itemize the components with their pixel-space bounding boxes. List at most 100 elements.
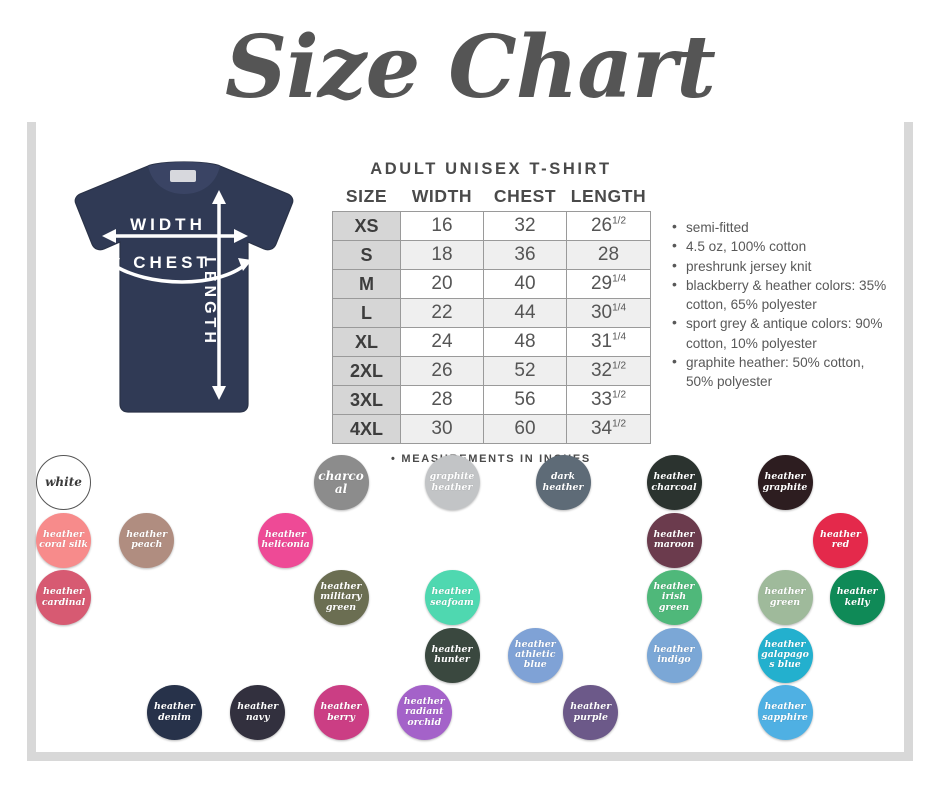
color-swatch[interactable]: heather denim bbox=[147, 685, 202, 740]
length-fraction: 1/4 bbox=[612, 331, 627, 343]
color-swatch[interactable]: heather sapphire bbox=[757, 685, 813, 740]
length-fraction: 1/2 bbox=[612, 215, 627, 227]
cell-size: 3XL bbox=[332, 385, 401, 415]
length-fraction: 1/2 bbox=[612, 389, 627, 401]
color-swatch[interactable]: heather athletic blue bbox=[507, 627, 563, 683]
cell-size: XS bbox=[332, 211, 401, 241]
cell-chest: 40 bbox=[483, 269, 567, 299]
swatch-label: heather heliconia bbox=[261, 528, 310, 550]
cell-width: 30 bbox=[400, 414, 484, 444]
cell-width: 22 bbox=[400, 298, 484, 328]
cell-length: 261/2 bbox=[566, 211, 651, 241]
color-swatch[interactable]: charcoal bbox=[313, 455, 369, 510]
swatch-label: heather maroon bbox=[653, 528, 695, 550]
tshirt-svg: WIDTH CHEST LENGTH bbox=[74, 161, 294, 413]
color-swatch[interactable]: heather berry bbox=[313, 685, 369, 740]
cell-width: 26 bbox=[400, 356, 484, 386]
cell-size: 4XL bbox=[332, 414, 401, 444]
size-table-block: ADULT UNISEX T-SHIRT SIZE WIDTH CHEST LE… bbox=[332, 160, 651, 465]
color-swatch[interactable]: white bbox=[36, 455, 91, 510]
table-row: 4XL 30 60 341/2 bbox=[332, 414, 651, 444]
swatch-label: graphite heather bbox=[429, 471, 475, 493]
swatch-label: heather military green bbox=[320, 581, 362, 613]
table-row: XS 16 32 261/2 bbox=[332, 211, 651, 241]
color-swatch[interactable]: heather green bbox=[757, 570, 813, 625]
color-swatch[interactable]: heather radiant orchid bbox=[396, 685, 452, 740]
cell-length: 341/2 bbox=[566, 414, 651, 444]
cell-size: 2XL bbox=[332, 356, 401, 386]
spec-list-item: 4.5 oz, 100% cotton bbox=[672, 236, 892, 256]
cell-chest: 36 bbox=[483, 240, 567, 270]
color-swatch[interactable]: heather graphite bbox=[757, 455, 813, 510]
color-swatch[interactable]: heather hunter bbox=[424, 627, 480, 683]
swatch-label: heather indigo bbox=[653, 643, 695, 665]
swatch-label: heather kelly bbox=[836, 586, 878, 608]
color-swatch[interactable]: heather purple bbox=[563, 685, 619, 740]
swatch-label: heather irish green bbox=[653, 581, 695, 613]
table-row: 2XL 26 52 321/2 bbox=[332, 356, 651, 386]
color-swatch[interactable]: heather heliconia bbox=[258, 512, 313, 568]
spec-list-item: blackberry & heather colors: 35% cotton,… bbox=[672, 275, 892, 315]
color-swatch[interactable]: heather peach bbox=[119, 512, 175, 568]
length-fraction: 1/4 bbox=[612, 273, 627, 285]
cell-length: 291/4 bbox=[566, 269, 651, 299]
color-swatch[interactable]: heather maroon bbox=[646, 512, 702, 568]
color-swatch[interactable]: heather cardinal bbox=[36, 570, 91, 625]
table-row: S 18 36 28 bbox=[332, 240, 651, 270]
color-swatch[interactable]: heather galapagos blue bbox=[757, 627, 813, 683]
swatch-label: heather cardinal bbox=[41, 586, 86, 608]
swatch-label: charcoal bbox=[318, 468, 364, 496]
cell-chest: 32 bbox=[483, 211, 567, 241]
length-fraction: 1/4 bbox=[612, 302, 627, 314]
tshirt-chest-label: CHEST bbox=[133, 253, 211, 272]
spec-list-items: semi-fitted4.5 oz, 100% cottonpreshrunk … bbox=[672, 217, 892, 392]
column-header-length: LENGTH bbox=[570, 186, 647, 206]
swatch-label: heather hunter bbox=[431, 643, 473, 665]
length-fraction: 1/2 bbox=[612, 360, 627, 372]
color-swatch[interactable]: heather kelly bbox=[829, 570, 885, 625]
tshirt-width-label: WIDTH bbox=[130, 215, 206, 234]
swatch-label: heather seafoam bbox=[430, 586, 474, 608]
column-header-width: WIDTH bbox=[411, 186, 473, 206]
swatch-label: heather denim bbox=[154, 701, 195, 723]
spec-list-item: preshrunk jersey knit bbox=[672, 256, 892, 276]
cell-size: XL bbox=[332, 327, 401, 357]
swatch-label: heather charcoal bbox=[651, 471, 697, 493]
size-table-body: XS 16 32 261/2 S 18 36 28 M 20 40 291/4 L 22 44 301/4 XL… bbox=[332, 211, 651, 444]
swatch-label: heather purple bbox=[570, 701, 612, 723]
spec-list: semi-fitted4.5 oz, 100% cottonpreshrunk … bbox=[672, 217, 892, 392]
color-swatch[interactable]: heather indigo bbox=[646, 627, 702, 683]
cell-size: M bbox=[332, 269, 401, 299]
swatch-label: heather green bbox=[764, 586, 806, 608]
color-swatch[interactable]: dark heather bbox=[535, 455, 591, 510]
color-swatch[interactable]: heather charcoal bbox=[646, 455, 702, 510]
swatch-label: heather galapagos blue bbox=[761, 638, 809, 671]
color-swatch[interactable]: heather navy bbox=[230, 685, 286, 740]
color-swatch[interactable]: graphite heather bbox=[424, 455, 480, 510]
table-row: 3XL 28 56 331/2 bbox=[332, 385, 651, 415]
cell-chest: 52 bbox=[483, 356, 567, 386]
cell-width: 16 bbox=[400, 211, 484, 241]
cell-width: 18 bbox=[400, 240, 484, 270]
spec-list-item: graphite heather: 50% cotton, 50% polyes… bbox=[672, 352, 892, 392]
swatch-label: heather graphite bbox=[762, 471, 808, 493]
color-swatch[interactable]: heather military green bbox=[313, 570, 369, 625]
swatch-label: heather navy bbox=[237, 701, 279, 723]
cell-size: L bbox=[332, 298, 401, 328]
cell-length: 28 bbox=[566, 240, 651, 270]
swatch-label: heather red bbox=[820, 528, 861, 550]
color-swatch[interactable]: heather irish green bbox=[646, 570, 702, 625]
table-row: XL 24 48 311/4 bbox=[332, 327, 651, 357]
cell-size: S bbox=[332, 240, 401, 270]
cell-chest: 44 bbox=[483, 298, 567, 328]
swatch-label: heather coral silk bbox=[39, 528, 88, 550]
color-swatch[interactable]: heather coral silk bbox=[36, 512, 91, 568]
table-header-row: SIZE WIDTH CHEST LENGTH bbox=[333, 186, 651, 212]
color-swatch[interactable]: heather seafoam bbox=[424, 570, 480, 625]
cell-length: 301/4 bbox=[566, 298, 651, 328]
tshirt-length-label: LENGTH bbox=[201, 257, 218, 347]
cell-length: 311/4 bbox=[566, 327, 651, 357]
color-swatch[interactable]: heather red bbox=[813, 512, 868, 568]
cell-width: 20 bbox=[400, 269, 484, 299]
